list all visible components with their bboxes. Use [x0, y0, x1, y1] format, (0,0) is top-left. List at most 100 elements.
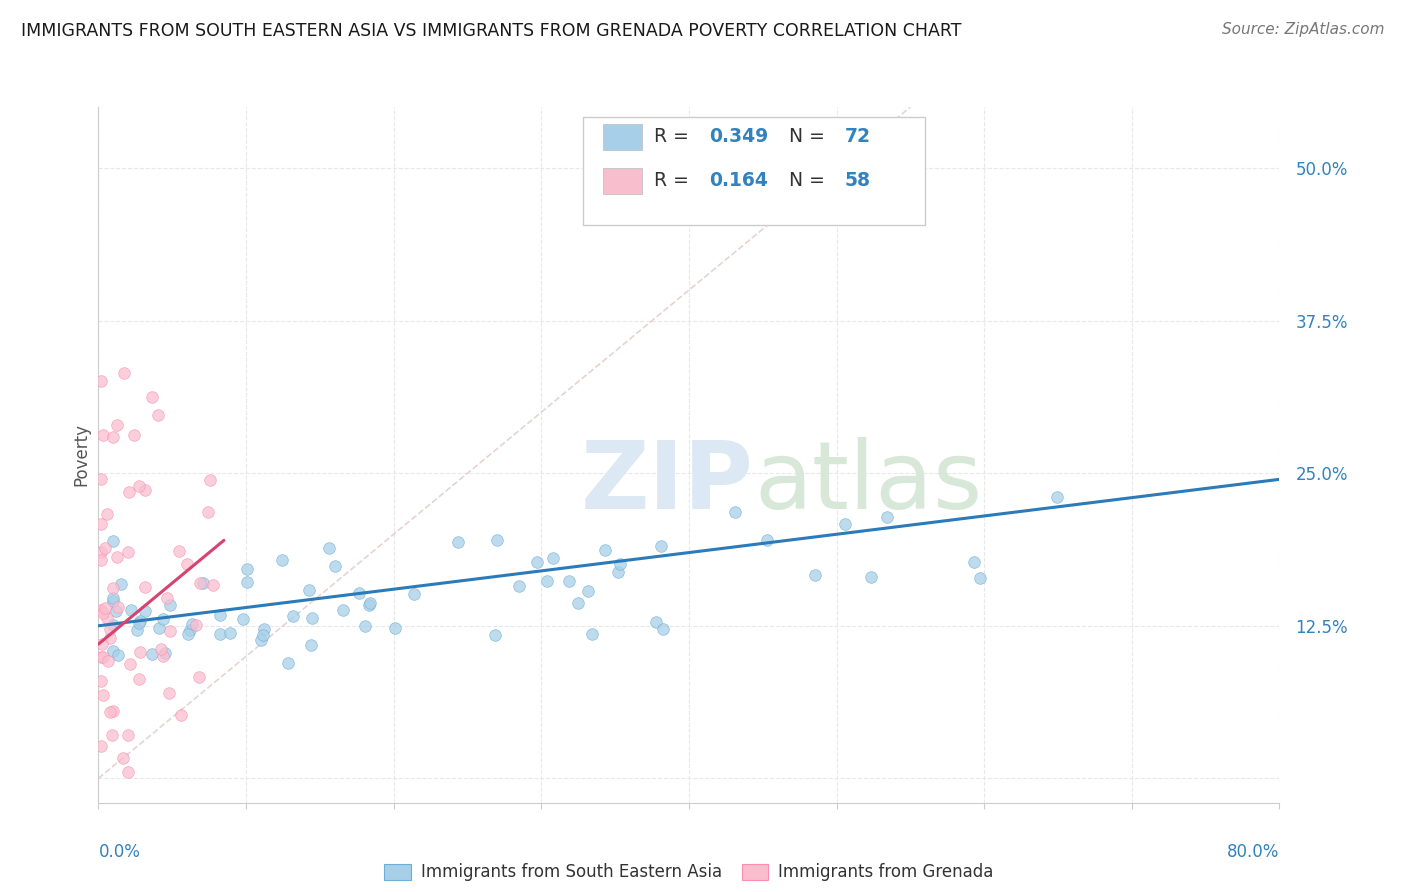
Point	[97, 654, 120, 668]
Point	[117, 764, 139, 779]
Point	[159, 599, 181, 613]
Point	[98, 631, 121, 645]
Point	[283, 608, 305, 623]
Point	[134, 483, 156, 498]
Point	[152, 648, 174, 663]
Point	[755, 533, 778, 547]
Point	[526, 555, 548, 569]
Point	[359, 596, 381, 610]
Point	[117, 728, 139, 742]
Point	[232, 612, 254, 626]
Point	[557, 574, 579, 589]
Point	[141, 390, 163, 404]
Point	[91, 688, 114, 702]
Point	[90, 649, 112, 664]
Point	[127, 624, 149, 638]
Point	[347, 586, 370, 600]
Text: atlas: atlas	[754, 437, 983, 529]
Point	[111, 751, 134, 765]
Point	[93, 601, 115, 615]
Point	[103, 582, 125, 596]
Point	[96, 507, 118, 521]
Point	[159, 624, 181, 639]
Point	[541, 550, 564, 565]
Point	[100, 728, 122, 742]
Point	[404, 587, 426, 601]
Text: 58: 58	[845, 171, 870, 190]
Point	[277, 657, 299, 671]
Point	[969, 571, 991, 585]
Point	[301, 611, 323, 625]
Point	[353, 619, 375, 633]
Point	[117, 544, 139, 558]
Point	[184, 618, 207, 632]
Point	[253, 623, 276, 637]
Point	[384, 621, 406, 635]
Point	[90, 472, 112, 486]
Point	[129, 645, 152, 659]
Point	[114, 366, 136, 380]
Y-axis label: Poverty: Poverty	[72, 424, 90, 486]
Point	[128, 478, 150, 492]
Point	[235, 562, 257, 576]
Point	[578, 584, 600, 599]
Text: N =: N =	[789, 171, 831, 190]
Point	[90, 553, 112, 567]
Legend: Immigrants from South Eastern Asia, Immigrants from Grenada: Immigrants from South Eastern Asia, Immi…	[384, 863, 994, 881]
Point	[156, 591, 179, 606]
Point	[567, 596, 589, 610]
Text: 80.0%: 80.0%	[1227, 843, 1279, 861]
Point	[298, 583, 321, 598]
Point	[103, 618, 125, 632]
Point	[650, 539, 672, 553]
Point	[122, 428, 145, 442]
Point	[208, 607, 231, 622]
FancyBboxPatch shape	[603, 124, 641, 150]
Point	[536, 574, 558, 588]
Point	[249, 633, 271, 648]
Point	[170, 707, 193, 722]
Text: R =: R =	[654, 171, 695, 190]
Point	[593, 542, 616, 557]
Point	[134, 580, 156, 594]
Point	[607, 566, 630, 580]
Point	[153, 646, 176, 660]
Point	[118, 484, 141, 499]
Point	[484, 628, 506, 642]
Point	[107, 418, 129, 433]
Text: ZIP: ZIP	[581, 437, 754, 529]
Point	[148, 621, 170, 635]
Point	[93, 541, 115, 556]
Point	[876, 510, 898, 524]
Point	[150, 641, 173, 656]
Point	[91, 650, 114, 665]
Text: R =: R =	[654, 128, 695, 146]
Point	[202, 578, 225, 592]
Point	[90, 739, 112, 753]
Point	[90, 516, 112, 531]
Point	[804, 567, 827, 582]
Point	[200, 473, 222, 487]
Text: 0.0%: 0.0%	[98, 843, 141, 861]
Point	[110, 577, 132, 591]
Point	[180, 617, 202, 632]
Point	[834, 517, 856, 532]
Point	[103, 534, 125, 549]
Point	[120, 603, 142, 617]
Text: 72: 72	[845, 128, 870, 146]
Point	[107, 648, 129, 662]
Point	[332, 603, 354, 617]
Point	[118, 657, 141, 672]
Point	[101, 705, 124, 719]
Point	[90, 673, 112, 688]
Point	[652, 622, 675, 636]
Point	[100, 623, 122, 637]
Point	[103, 644, 125, 658]
FancyBboxPatch shape	[603, 168, 641, 194]
FancyBboxPatch shape	[582, 118, 925, 226]
Point	[188, 670, 211, 684]
Text: N =: N =	[789, 128, 831, 146]
Point	[90, 545, 112, 559]
Point	[446, 534, 468, 549]
Point	[318, 541, 340, 555]
